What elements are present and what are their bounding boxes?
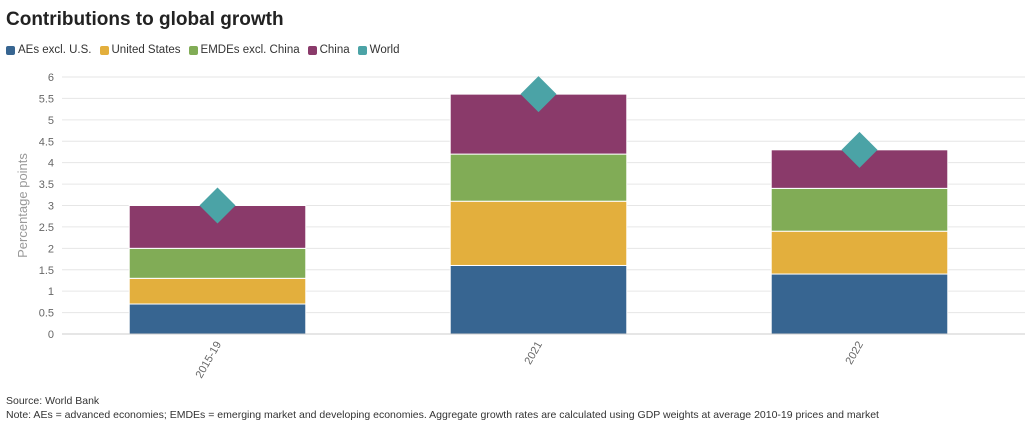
footnote: Note: AEs = advanced economies; EMDEs = … [6,409,879,421]
bar-segment [128,303,307,335]
legend-item-aes[interactable]: AEs excl. U.S. [6,44,92,56]
legend-swatch-emdes [188,45,198,55]
legend-swatch-us [99,45,109,55]
y-tick-label: 5.5 [39,93,54,105]
legend-swatch-aes [6,45,15,55]
legend-label-us: United States [111,44,181,56]
bar-segment [770,187,949,232]
y-tick-label: 1.5 [39,265,54,277]
legend-label-world: World [369,44,400,56]
y-tick-label: 0.5 [39,308,54,320]
x-tick-label: 2021 [522,340,545,367]
y-axis-title: Percentage points [15,153,30,258]
world-marker [199,187,236,224]
y-tick-label: 2.5 [39,222,54,234]
stacked-bar-chart: 0 0.5 1 1.5 2 2.5 3 3.5 4 4.5 5 5.5 6 Percentage poin… [15,72,1025,381]
legend-label-emdes: EMDEs excl. China [200,44,300,56]
legend-label-aes: AEs excl. U.S. [18,44,92,56]
y-tick-label: 0 [48,329,54,341]
y-tick-label: 6 [48,72,54,84]
bar-segment [770,273,949,335]
legend-item-china[interactable]: China [307,44,350,56]
y-tick-label: 1 [48,286,54,298]
y-tick-label: 3 [48,201,54,213]
y-tick-label: 2 [48,243,54,255]
bar-segment [449,153,628,202]
bar-segment [449,200,628,266]
y-tick-label: 4.5 [39,136,54,148]
legend-swatch-world [357,45,367,55]
legend-swatch-china [307,45,317,55]
bar-segment [770,230,949,275]
chart-legend: AEs excl. U.S. United States EMDEs excl.… [6,44,400,56]
x-tick-label: 2015-19 [194,340,225,381]
legend-item-us[interactable]: United States [99,44,181,56]
bar-segment [128,247,307,279]
x-tick-label: 2022 [843,340,866,367]
y-tick-label: 5 [48,115,54,127]
y-tick-label: 4 [48,158,54,170]
source-note: Source: World Bank [6,395,100,407]
chart-title: Contributions to global growth [6,9,284,30]
legend-label-china: China [319,44,350,56]
legend-item-world[interactable]: World [357,44,400,56]
legend-item-emdes[interactable]: EMDEs excl. China [188,44,300,56]
world-marker [841,131,878,168]
y-tick-label: 3.5 [39,179,54,191]
bar-segment [449,264,628,335]
world-marker [520,76,557,113]
bar-segment [128,277,307,305]
